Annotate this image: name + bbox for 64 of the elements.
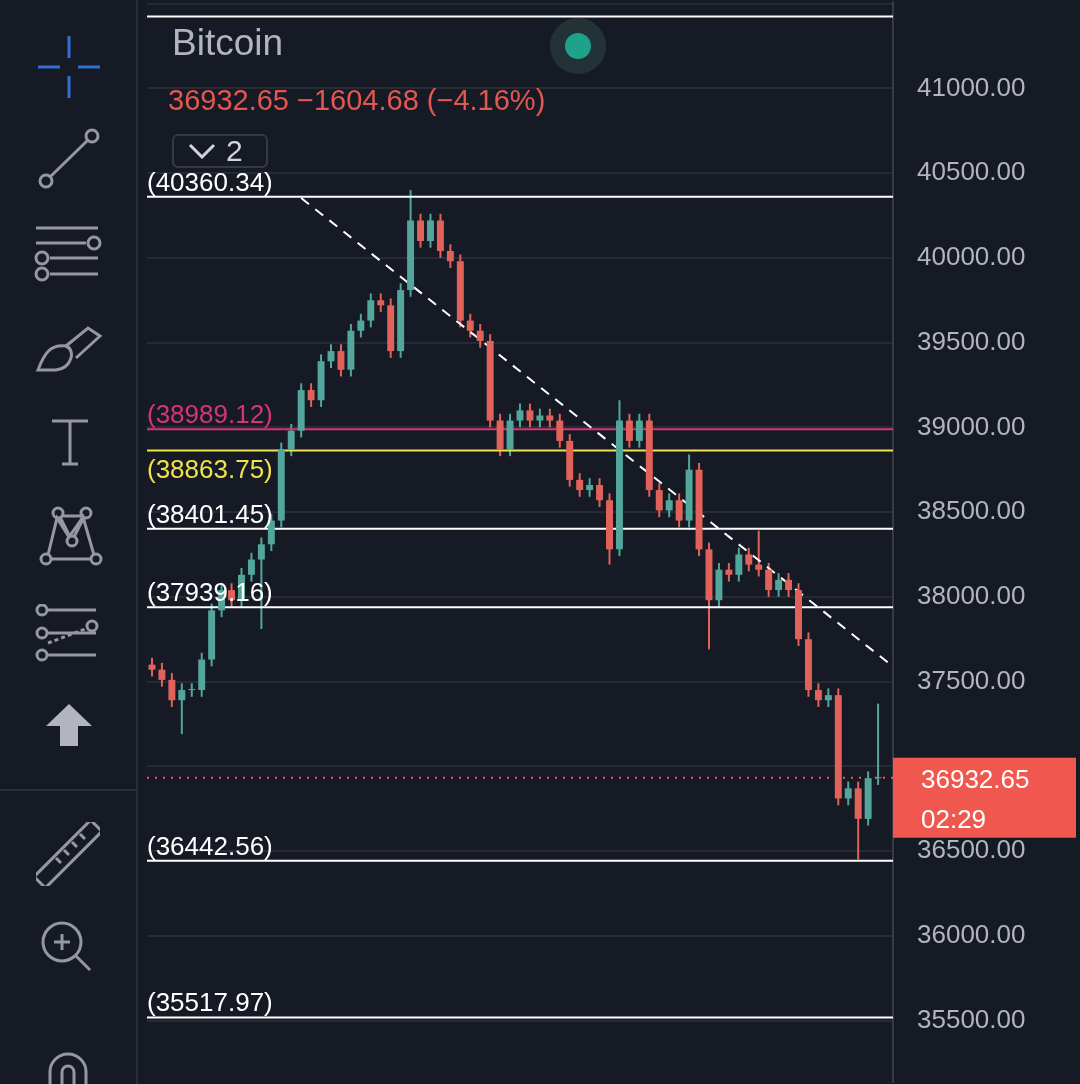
y-tick-label: 39500.00 (917, 325, 1026, 356)
candlestick (725, 561, 733, 583)
candlestick (476, 322, 484, 349)
candlestick (675, 492, 683, 529)
candlestick (556, 412, 564, 449)
ref-line-label: (36442.56) (147, 830, 273, 861)
candlestick (576, 472, 584, 498)
annotation: 2 (226, 134, 243, 168)
ref-line-label: (35517.97) (147, 987, 273, 1018)
candlestick (367, 292, 375, 329)
candlestick (417, 212, 425, 249)
candlestick (596, 477, 604, 508)
candlestick (665, 492, 673, 519)
y-tick-label: 41000.00 (917, 71, 1026, 102)
text: 36932.65 −1604.68 (−4.16%) (168, 84, 546, 117)
candlestick (586, 477, 594, 498)
y-tick-label: 40000.00 (917, 241, 1026, 272)
ref-line-label: (38863.75) (147, 454, 273, 485)
ref-line-label: 36932.65 (921, 763, 1030, 794)
candlestick (785, 572, 793, 598)
candlestick (188, 682, 196, 698)
y-tick-label: 38000.00 (917, 580, 1026, 610)
ref-line-label: (38401.45) (147, 498, 273, 529)
candlestick (814, 682, 822, 708)
candlestick (755, 529, 763, 578)
candlestick (546, 407, 554, 429)
candlestick (516, 402, 524, 429)
y-tick-label: 40500.00 (917, 156, 1026, 187)
candlestick (844, 780, 852, 807)
y-tick-label: 38500.00 (917, 495, 1026, 526)
candlestick (337, 343, 345, 378)
candlestick (466, 312, 474, 339)
candlestick (655, 482, 663, 519)
candlestick (377, 292, 385, 314)
candlestick (357, 312, 365, 339)
candlestick (178, 682, 186, 736)
candlestick (287, 422, 295, 458)
candlestick (526, 402, 534, 429)
candlestick (765, 561, 773, 598)
text: Bitcoin (172, 22, 284, 64)
candlestick (824, 687, 832, 708)
y-tick-label: 36000.00 (917, 918, 1026, 949)
collapse-button: 2 (172, 134, 268, 168)
y-tick-label: 37500.00 (917, 664, 1026, 695)
candlestick (775, 572, 783, 598)
candlestick (446, 243, 454, 270)
y-tick-label: 35500.00 (917, 1003, 1026, 1034)
candlestick (536, 407, 544, 429)
y-tick-label: 36500.00 (917, 834, 1026, 865)
candlestick (158, 661, 166, 688)
ref-line-label: (40360.34) (147, 166, 273, 197)
candlestick (148, 656, 156, 678)
y-tick-label: 39000.00 (917, 410, 1026, 441)
candlestick (427, 212, 434, 249)
candlestick (625, 412, 633, 449)
candlestick (735, 546, 743, 583)
candlestick (168, 672, 176, 708)
text: 02:29 (921, 803, 987, 834)
candlestick (635, 412, 643, 449)
candlestick (874, 702, 882, 786)
candlestick (247, 551, 255, 583)
ref-line-label: (38989.12) (147, 399, 273, 430)
candlestick (745, 546, 753, 573)
candlestick (307, 382, 315, 409)
